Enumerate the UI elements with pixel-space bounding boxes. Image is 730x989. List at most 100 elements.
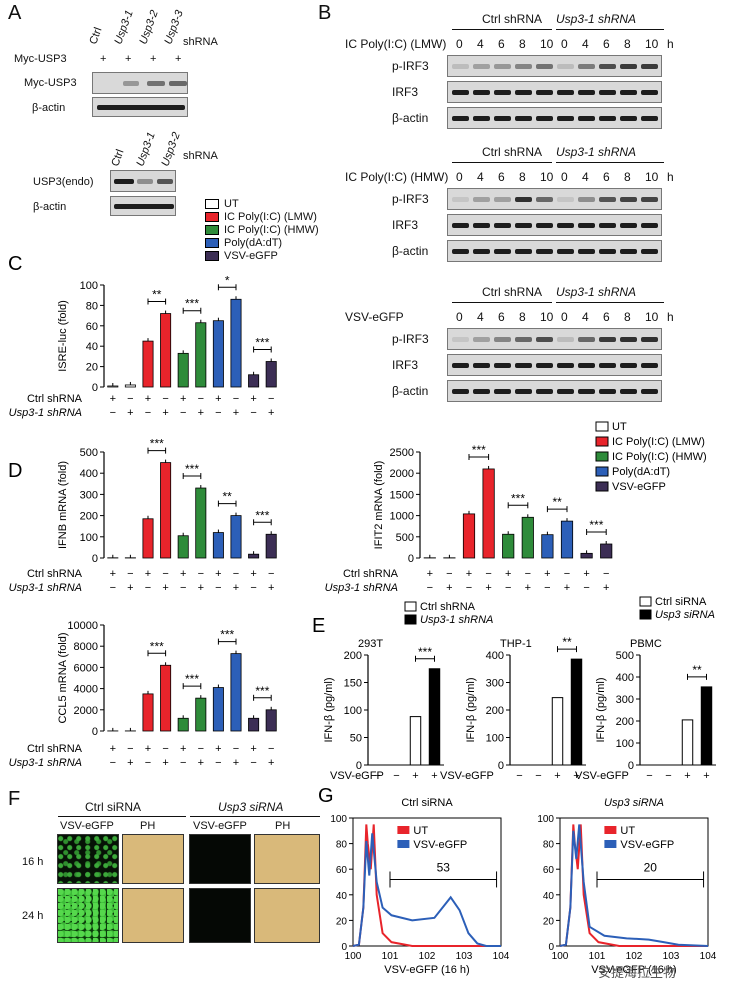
time-label: 6 (603, 310, 610, 324)
row-sign: + (583, 568, 589, 580)
row-sign: − (646, 770, 652, 782)
time-label: 4 (477, 170, 484, 184)
row-sign: − (485, 568, 491, 580)
x-tick-label: 101 (382, 951, 399, 962)
row-sign: − (525, 568, 531, 580)
plus: + (175, 53, 182, 65)
unit-label: h (667, 310, 674, 324)
blot-label: IRF3 (392, 358, 419, 372)
blot-label: β-actin (392, 384, 429, 398)
y-tick-label: 100 (80, 532, 98, 544)
row-sign: − (233, 568, 239, 580)
row-sign: − (466, 582, 472, 594)
row-sign: − (535, 770, 541, 782)
legend-label: IC Poly(I:C) (LMW) (224, 211, 317, 223)
blot-p-irf3 (447, 188, 662, 210)
time-label: 4 (477, 37, 484, 51)
time-label: 6 (603, 37, 610, 51)
panel-label-f: F (8, 788, 21, 810)
row-sign: + (684, 770, 690, 782)
y-tick-label: 0 (92, 726, 98, 738)
legend-swatch (639, 609, 652, 620)
y-axis-label: IFN-β (pg/ml) (465, 678, 477, 743)
bar (124, 384, 136, 388)
significance-label: *** (255, 336, 269, 350)
legend-label: Poly(dA:dT) (224, 237, 283, 249)
row-sign: + (180, 393, 186, 405)
y-tick-label: 0 (628, 760, 634, 772)
row-sign: + (412, 770, 418, 782)
x-tick-label: 102 (419, 951, 436, 962)
bar (570, 658, 583, 766)
bar (160, 462, 172, 559)
row-sign: − (268, 568, 274, 580)
group-label: Ctrl shRNA (482, 145, 543, 159)
bar (248, 374, 260, 388)
legend-label: VSV-eGFP (620, 839, 674, 851)
chart-title: 293T (358, 638, 383, 650)
significance-label: *** (589, 518, 603, 532)
chart-title: THP-1 (500, 638, 532, 650)
row-sign: − (215, 407, 221, 419)
legend-swatch (404, 614, 417, 625)
blot-p-irf3 (447, 55, 662, 77)
y-tick-label: 0 (548, 942, 554, 953)
y-axis-label: IFNB mRNA (fold) (57, 461, 69, 549)
col-label: VSV-eGFP (60, 820, 114, 832)
row-sign: − (233, 393, 239, 405)
x-tick-label: 100 (345, 951, 362, 962)
significance-label: ** (152, 288, 162, 302)
time-label: 8 (519, 310, 526, 324)
row-sign: + (198, 407, 204, 419)
panel-label-d: D (8, 460, 22, 482)
blot-label: IRF3 (392, 218, 419, 232)
row-sign: − (427, 582, 433, 594)
row-sign: − (145, 582, 151, 594)
row-sign: − (198, 568, 204, 580)
row-sign: + (466, 568, 472, 580)
row-sign: − (215, 582, 221, 594)
time-label: 0 (456, 37, 463, 51)
y-tick-label: 0 (341, 942, 347, 953)
y-tick-label: 8000 (74, 641, 98, 653)
panel-label-e: E (312, 615, 325, 637)
row-sign: − (110, 582, 116, 594)
blot-label: p-IRF3 (392, 59, 429, 73)
blot-irf3 (447, 214, 662, 236)
row-sign: + (268, 757, 274, 769)
row-sign: − (110, 757, 116, 769)
row-sign: + (573, 770, 579, 782)
y-tick-label: 400 (616, 672, 634, 684)
plus: + (150, 53, 157, 65)
col-label: VSV-eGFP (193, 820, 247, 832)
blot-label: β-actin (32, 102, 66, 114)
legend-label: IC Poly(I:C) (LMW) (612, 436, 705, 448)
chart-title: Ctrl siRNA (401, 797, 453, 809)
group-label: Usp3-1 shRNA (556, 12, 637, 26)
time-label: 10 (645, 37, 659, 51)
panel-label-c: C (8, 253, 22, 275)
time-label: 8 (624, 170, 631, 184)
y-tick-label: 100 (537, 814, 554, 825)
row-sign: + (162, 407, 168, 419)
y-tick-label: 300 (80, 489, 98, 501)
row-sign: + (268, 407, 274, 419)
y-tick-label: 60 (336, 865, 348, 876)
blot-irf3 (447, 354, 662, 376)
legend-label: UT (224, 198, 239, 210)
row-sign: − (516, 770, 522, 782)
row-sign: − (665, 770, 671, 782)
legend-swatch (205, 212, 219, 223)
col-label: PH (140, 820, 156, 832)
legend-swatch (205, 225, 219, 236)
y-tick-label: 40 (543, 891, 555, 902)
row-label: Usp3-1 shRNA (9, 757, 82, 769)
blot-label: p-IRF3 (392, 332, 429, 346)
row-sign: − (250, 757, 256, 769)
bar (248, 553, 260, 559)
plus: + (100, 53, 107, 65)
time-label: 8 (624, 310, 631, 324)
row-sign: + (250, 568, 256, 580)
significance-label: *** (185, 672, 199, 686)
bar (230, 653, 242, 732)
